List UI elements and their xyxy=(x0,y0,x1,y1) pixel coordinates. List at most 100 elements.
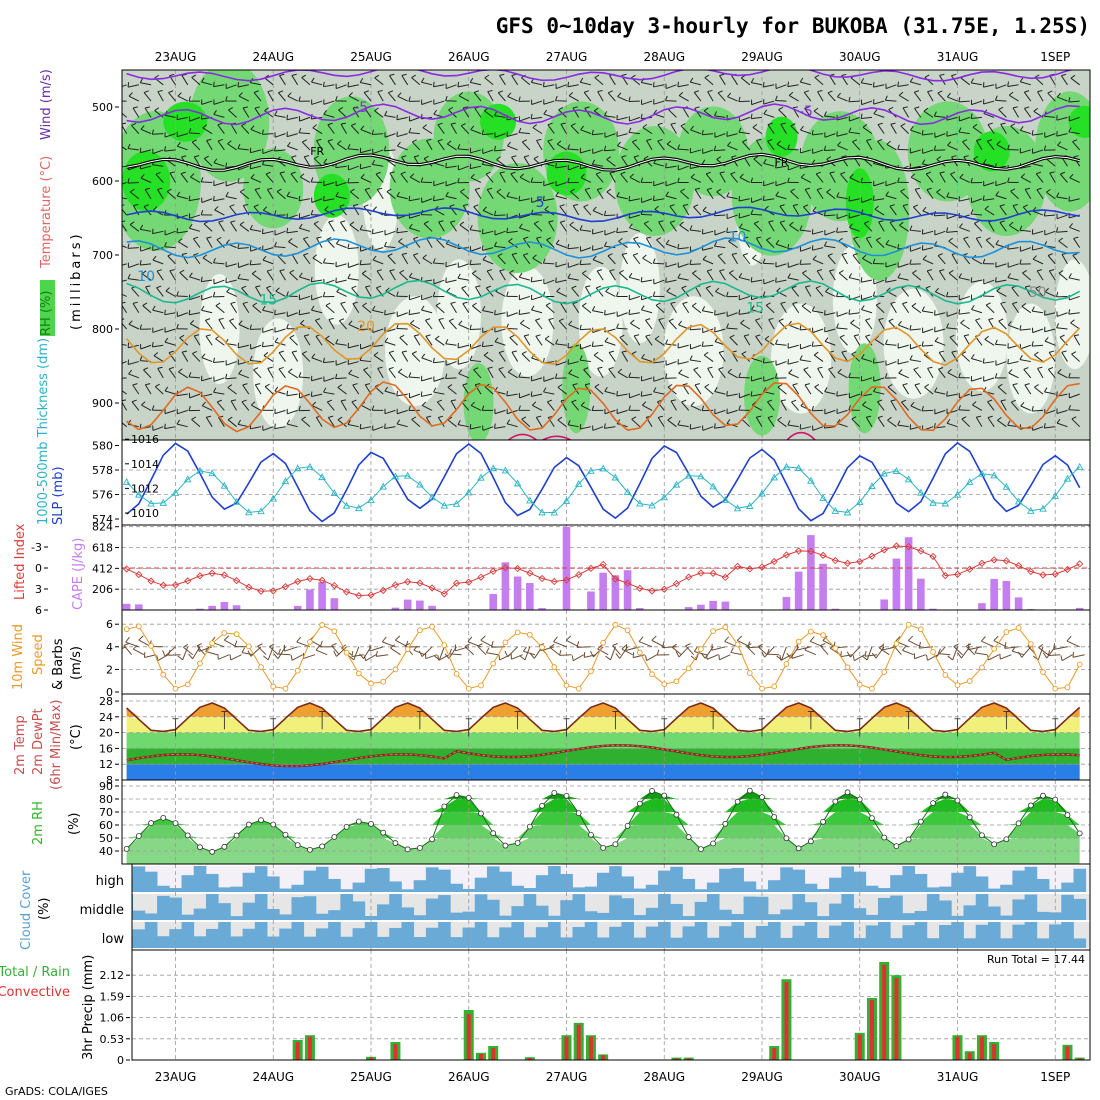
upper-wind-barb-flag xyxy=(212,291,216,297)
upper-wind-barb-flag xyxy=(176,419,181,425)
cloud-bar xyxy=(621,922,634,948)
thickness-tick-label: 578 xyxy=(92,464,113,477)
upper-wind-barb xyxy=(958,409,970,411)
upper-wind-barb xyxy=(254,189,262,200)
upper-wind-barb-flag xyxy=(128,369,133,375)
surface-wind-barb xyxy=(353,646,360,661)
upper-wind-barb-flag xyxy=(922,255,927,260)
upper-wind-barb xyxy=(377,91,384,102)
upper-wind-barb xyxy=(363,92,372,102)
upper-wind-barb-flag xyxy=(813,107,819,112)
rh2m-marker xyxy=(282,831,289,838)
lifted-index-marker xyxy=(587,564,595,573)
cloud-bar xyxy=(841,894,854,920)
upper-wind-barb xyxy=(311,295,323,301)
upper-wind-barb-flag xyxy=(531,401,537,406)
upper-wind-barb xyxy=(470,177,482,183)
wind-speed-marker xyxy=(502,639,509,646)
upper-wind-barb-flag xyxy=(139,260,142,266)
cape-bar xyxy=(428,605,436,610)
upper-wind-barb-flag xyxy=(959,223,963,228)
rh2m-tick-label: 80 xyxy=(99,793,113,806)
upper-wind-barb-flag xyxy=(762,291,766,297)
upper-wind-barb-flag xyxy=(365,285,371,288)
rh2m-marker xyxy=(869,815,875,822)
upper-wind-barb xyxy=(641,81,653,86)
upper-wind-barb xyxy=(216,401,225,411)
upper-wind-barb xyxy=(609,270,616,281)
upper-wind-barb xyxy=(340,400,347,411)
upper-wind-barb-flag xyxy=(470,173,475,179)
upper-wind-barb-flag xyxy=(289,334,295,339)
upper-wind-barb xyxy=(470,247,482,252)
upper-wind-barb-flag xyxy=(958,405,961,411)
upper-wind-barb-flag xyxy=(1033,107,1039,112)
surface-wind-barb xyxy=(1021,646,1032,658)
upper-wind-barb xyxy=(445,182,457,187)
upper-wind-barb-flag xyxy=(360,125,365,130)
upper-wind-barb-flag xyxy=(811,159,816,165)
surface-wind-barb-flag xyxy=(168,649,171,656)
upper-wind-barb-flag xyxy=(1031,306,1035,312)
wind-speed-marker xyxy=(1040,669,1046,675)
upper-wind-barb-flag xyxy=(1007,273,1011,278)
upper-wind-barb xyxy=(949,336,958,346)
upper-wind-barb-flag xyxy=(411,351,417,355)
upper-wind-barb xyxy=(898,94,909,102)
upper-wind-barb xyxy=(311,81,323,86)
upper-wind-barb xyxy=(850,322,861,330)
upper-wind-barb-flag xyxy=(814,384,820,388)
temp-contour-20 xyxy=(125,322,1081,366)
upper-wind-barb xyxy=(951,254,958,265)
cloud-bar xyxy=(486,937,500,948)
upper-wind-barb-flag xyxy=(862,401,867,406)
upper-wind-barb-flag xyxy=(524,334,530,337)
upper-wind-barb-flag xyxy=(279,73,285,77)
temp-plot xyxy=(122,694,1090,780)
upper-wind-barb-flag xyxy=(890,122,896,125)
upper-wind-barb-flag xyxy=(775,191,779,197)
lifted-index-marker xyxy=(1076,560,1084,568)
upper-wind-barb-flag xyxy=(520,319,525,324)
surface-wind-barb xyxy=(1012,650,1024,656)
upper-wind-barb-flag xyxy=(1007,81,1010,87)
upper-wind-barb-flag xyxy=(713,111,718,117)
upper-wind-barb-flag xyxy=(567,144,571,150)
upper-wind-barb-flag xyxy=(701,341,704,347)
lifted-index-marker xyxy=(269,587,277,595)
upper-wind-barb-flag xyxy=(166,188,172,192)
upper-wind-barb-flag xyxy=(1043,423,1046,429)
upper-wind-barb xyxy=(521,418,531,428)
surface-wind-barb-flag xyxy=(993,635,999,641)
thickness-marker xyxy=(257,507,265,515)
upper-wind-barb-flag xyxy=(899,221,904,226)
upper-wind-barb-flag xyxy=(913,204,919,208)
lifted-index-marker xyxy=(733,562,742,570)
lifted-index-marker xyxy=(501,564,510,572)
upper-wind-barb-flag xyxy=(634,334,640,337)
upper-wind-barb-flag xyxy=(176,114,178,120)
wind-speed-marker xyxy=(331,628,338,635)
upper-wind-barb-flag xyxy=(1056,391,1058,397)
upper-wind-barb-flag xyxy=(1057,141,1062,146)
upper-wind-barb xyxy=(934,133,946,138)
upper-wind-barb xyxy=(714,426,726,429)
upper-wind-barb xyxy=(792,384,800,395)
upper-wind-barb-flag xyxy=(914,383,920,386)
upper-wind-barb-flag xyxy=(897,81,900,87)
upper-wind-barb-flag xyxy=(584,106,590,109)
upper-wind-barb-flag xyxy=(666,287,671,292)
upper-wind-barb xyxy=(445,165,457,169)
upper-wind-barb xyxy=(985,239,995,248)
cloud-bar xyxy=(963,866,977,892)
upper-wind-barb xyxy=(471,273,482,281)
upper-wind-barb xyxy=(364,189,372,200)
cloud-bar xyxy=(535,875,549,892)
upper-wind-barb xyxy=(863,223,873,232)
upper-wind-barb-flag xyxy=(352,301,358,304)
upper-wind-barb xyxy=(449,221,457,232)
upper-wind-barb xyxy=(950,173,958,183)
upper-wind-barb xyxy=(934,391,946,395)
upper-wind-barb xyxy=(780,123,787,134)
upper-wind-barb xyxy=(202,257,213,265)
